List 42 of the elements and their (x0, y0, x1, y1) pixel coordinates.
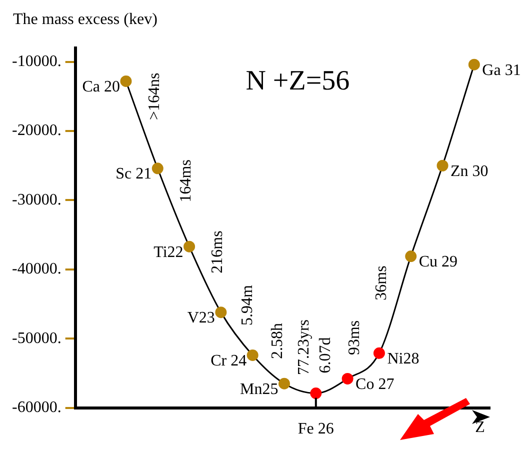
annotation: 6.07d (317, 337, 334, 374)
text: N +Z=56 (246, 65, 350, 96)
point (436, 160, 448, 172)
annotation: 77.23yrs (295, 319, 312, 376)
data-label: Ti22 (154, 244, 184, 261)
y-tick-label: -60000. (12, 399, 62, 416)
point (184, 240, 196, 252)
y-tick-label: -10000. (12, 53, 62, 70)
annotation: 5.94m (239, 284, 256, 326)
point (342, 372, 354, 384)
x-axis-title: Z (475, 419, 485, 436)
point (468, 58, 480, 70)
data-label: Sc 21 (116, 166, 152, 183)
point (215, 306, 227, 318)
y-tick-label: -50000. (12, 330, 62, 347)
point (405, 250, 417, 262)
annotation: 93ms (346, 320, 363, 356)
y-axis-title: The mass excess (kev) (13, 11, 158, 28)
point (310, 388, 322, 400)
data-label: Co 27 (356, 376, 394, 393)
y-tick-label: -40000. (12, 260, 62, 278)
data-label: Ga 31 (482, 62, 521, 79)
data-label: Zn 30 (450, 162, 488, 180)
data-label: Mn25 (240, 380, 278, 398)
y-tick-label: -20000. (12, 122, 62, 140)
annotation: 164ms (178, 160, 195, 202)
point (373, 347, 385, 359)
data-label: Cu 29 (418, 253, 458, 270)
data-label: V23 (187, 310, 215, 327)
point (278, 378, 290, 390)
data-label: Cr 24 (210, 352, 247, 370)
data-label: Ni28 (387, 350, 420, 368)
x-tick-label: Fe 26 (298, 420, 334, 438)
annotation: >164ns (146, 72, 164, 120)
y-tick-label: -30000. (12, 191, 62, 208)
point (120, 75, 132, 87)
annotation: 36ms (372, 266, 390, 300)
point (246, 349, 258, 361)
data-label: Ca 20 (82, 78, 120, 96)
annotation: 2.58h (268, 322, 286, 359)
annotation: 216ms (208, 230, 226, 274)
point (152, 162, 164, 174)
